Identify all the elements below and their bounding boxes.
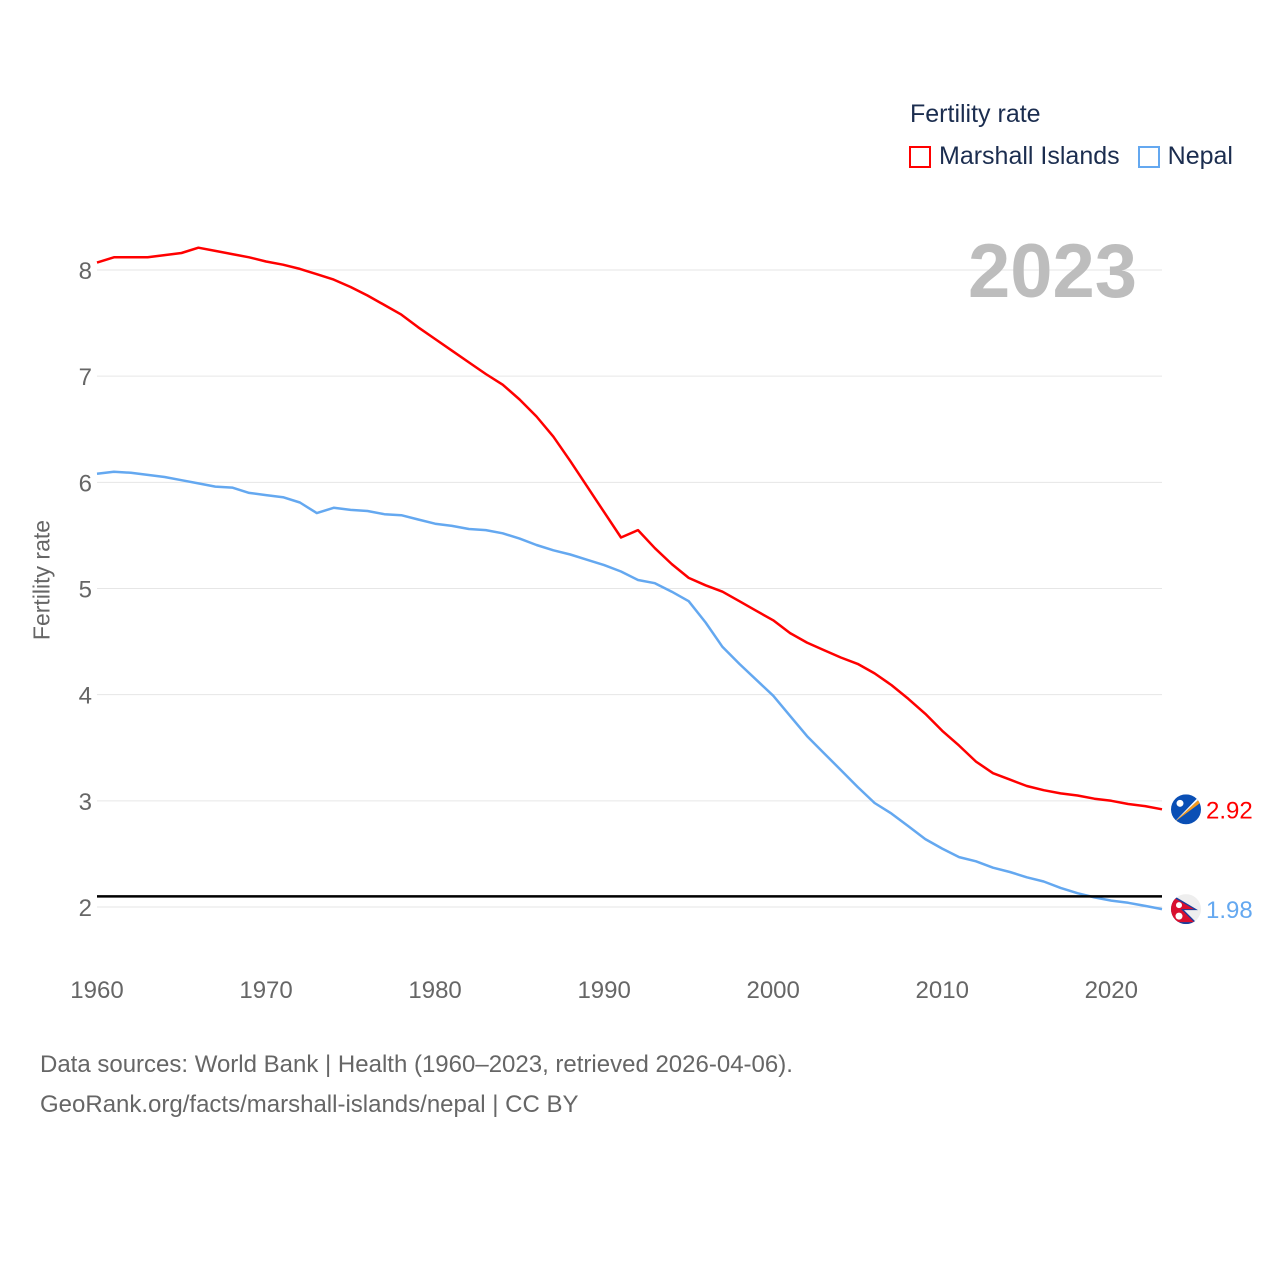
y-tick-label: 4 (79, 683, 92, 710)
y-tick-label: 7 (79, 364, 92, 391)
x-tick-label: 1960 (70, 977, 123, 1004)
flag-stripe-white (1174, 794, 1201, 823)
source-line-2[interactable]: GeoRank.org/facts/marshall-islands/nepal… (40, 1091, 579, 1118)
flag-icon-marshall-islands (1171, 794, 1201, 825)
x-tick-label: 2010 (916, 977, 969, 1004)
end-value-label: 1.98 (1206, 897, 1253, 924)
x-tick-label: 1980 (408, 977, 461, 1004)
x-tick-label: 2020 (1085, 977, 1138, 1004)
y-tick-label: 5 (79, 577, 92, 604)
year-label: 2023 (968, 229, 1138, 314)
end-value-label: 2.92 (1206, 797, 1253, 824)
legend-item-marshall-islands[interactable]: Marshall Islands (909, 142, 1120, 171)
legend: Marshall Islands Nepal (909, 142, 1251, 171)
x-tick-label: 1970 (239, 977, 292, 1004)
flag-moon (1176, 902, 1182, 909)
y-axis-label: Fertility rate (28, 519, 55, 641)
source-line-1: Data sources: World Bank | Health (1960–… (40, 1051, 793, 1078)
y-tick-label: 8 (79, 258, 92, 285)
legend-title: Fertility rate (910, 100, 1041, 128)
x-tick-label: 1990 (577, 977, 630, 1004)
series-line-marshall-islands (96, 246, 1163, 811)
y-tick-label: 6 (79, 470, 92, 497)
legend-item-nepal[interactable]: Nepal (1137, 142, 1233, 171)
legend-swatch-marshall-islands (909, 145, 931, 168)
flag-sun (1175, 912, 1183, 920)
legend-label: Marshall Islands (939, 142, 1120, 170)
y-tick-label: 3 (79, 789, 92, 816)
source-note: Data sources: World Bank | Health (1960–… (40, 1045, 793, 1125)
legend-label: Nepal (1167, 142, 1233, 170)
y-tick-label: 2 (79, 895, 92, 922)
x-tick-label: 2000 (746, 977, 799, 1004)
series-line-nepal (96, 470, 1163, 911)
flag-background (1171, 794, 1201, 825)
flag-icon-nepal (1171, 894, 1201, 925)
legend-swatch-nepal (1137, 145, 1160, 168)
flag-star (1176, 799, 1184, 807)
